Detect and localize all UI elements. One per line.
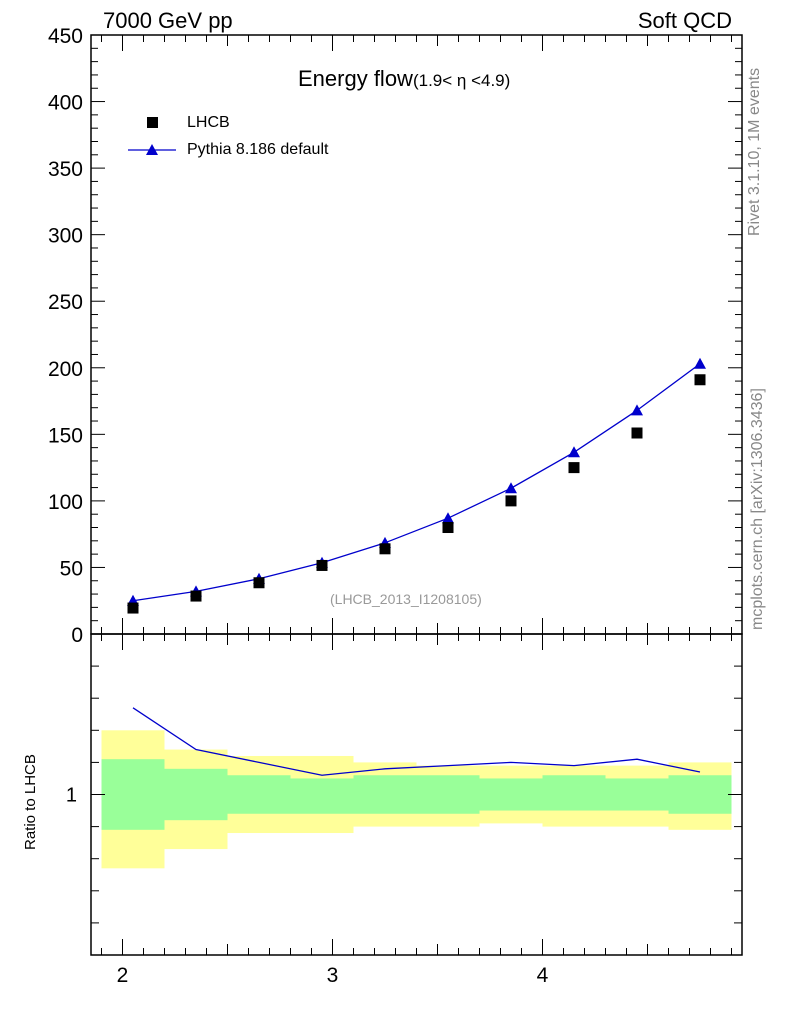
data-point (379, 543, 391, 555)
ratio-band-inner (416, 775, 480, 814)
ratio-band-inner (290, 778, 354, 814)
data-point (316, 559, 328, 571)
ratio-band-inner (227, 775, 291, 814)
data-point (127, 602, 139, 614)
mcplots-source-label: mcplots.cern.ch [arXiv:1306.3436] (749, 388, 766, 630)
mc-point (694, 357, 706, 369)
mc-point (505, 482, 517, 494)
legend-data-marker (147, 117, 158, 128)
ratio-y-axis-label: Ratio to LHCB (22, 754, 39, 850)
plot-title: Energy flow(1.9< η <4.9) (298, 66, 510, 92)
legend-data-label: LHCB (187, 114, 230, 131)
main-ytick-label: 350 (48, 158, 83, 181)
main-ytick-label: 400 (48, 92, 83, 115)
main-axis-ticks (91, 34, 742, 635)
ratio-band-inner (605, 778, 669, 811)
data-series-markers (127, 374, 706, 614)
mc-line-path (132, 363, 701, 602)
legend-mc-marker (146, 144, 158, 155)
mc-series-line (132, 363, 701, 602)
main-ytick-label: 250 (48, 291, 83, 314)
mc-series-markers (127, 357, 706, 606)
mc-point (568, 446, 580, 458)
header-left-label: 7000 GeV pp (103, 8, 233, 33)
data-point (253, 577, 265, 589)
main-ytick-label: 150 (48, 424, 83, 447)
ratio-band-inner (668, 775, 732, 814)
ratio-axis-ticks (91, 634, 742, 955)
main-ytick-label: 450 (48, 25, 83, 48)
mc-point (631, 404, 643, 416)
data-point (190, 590, 202, 602)
data-point (631, 427, 643, 439)
legend-glyphs (128, 117, 176, 155)
xtick-label: 4 (537, 964, 549, 987)
plot-title-main: Energy flow (298, 66, 413, 91)
main-ytick-label: 50 (60, 557, 83, 580)
ratio-band-inner (479, 778, 543, 811)
ratio-uncertainty-bands (101, 730, 732, 869)
xtick-label: 3 (327, 964, 339, 987)
data-point (505, 495, 517, 507)
ratio-band-inner (164, 768, 228, 821)
main-ytick-label: 200 (48, 358, 83, 381)
plot-title-sub: (1.9< η <4.9) (412, 71, 511, 90)
xtick-label: 2 (117, 964, 129, 987)
main-ytick-labels: 0 50 100 150 200 250 300 350 400 450 (48, 25, 83, 647)
data-point (442, 522, 454, 534)
data-point (694, 374, 706, 386)
ratio-mc-line (132, 707, 701, 776)
xtick-labels: 2 3 4 (117, 964, 549, 987)
rivet-version-label: Rivet 3.1.10, 1M events (746, 67, 763, 236)
mc-point (442, 512, 454, 524)
ratio-ytick-labels: 1 (66, 785, 77, 807)
header-right-label: Soft QCD (637, 8, 732, 33)
ratio-band-inner (542, 775, 606, 811)
main-ytick-label: 100 (48, 491, 83, 514)
ratio-band-inner (353, 775, 417, 814)
main-ytick-label: 300 (48, 225, 83, 248)
main-ytick-label: 0 (71, 624, 83, 647)
ratio-band-inner (101, 759, 165, 830)
ratio-mc-path (132, 707, 701, 776)
ratio-ytick-label: 1 (66, 785, 77, 807)
reference-label: (LHCB_2013_I1208105) (330, 591, 482, 607)
data-point (568, 462, 580, 474)
legend-mc-label: Pythia 8.186 default (187, 141, 329, 158)
